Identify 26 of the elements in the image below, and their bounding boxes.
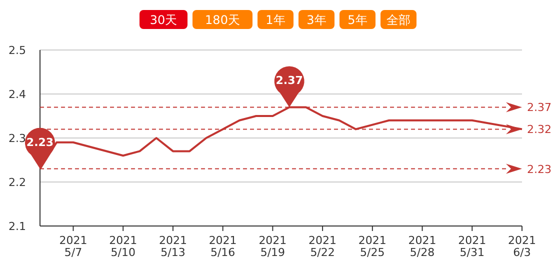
x-tick-label: 2021 6/3 xyxy=(508,234,536,259)
x-tick-label: 2021 5/25 xyxy=(358,234,386,259)
y-tick-label: 2.2 xyxy=(8,176,26,189)
x-tick-label: 2021 5/7 xyxy=(59,234,88,259)
x-tick-label: 2021 5/13 xyxy=(158,234,187,259)
y-tick-label: 2.5 xyxy=(8,44,26,57)
button: 5年 xyxy=(340,10,376,29)
x-tick-label: 2021 5/10 xyxy=(109,234,138,259)
y-tick-label: 2.3 xyxy=(8,132,26,145)
button: 3年 xyxy=(298,10,334,29)
x-tick-label: 2021 5/22 xyxy=(308,234,337,259)
x-tick-label: 2021 5/19 xyxy=(258,234,287,259)
annotation: 2.23 xyxy=(26,136,54,149)
button: 1年 xyxy=(258,10,294,29)
x-tick-label: 2021 5/28 xyxy=(408,234,436,259)
button: 30天 xyxy=(140,10,188,29)
ref-line-label: 2.32 xyxy=(527,123,552,136)
ref-line-label: 2.37 xyxy=(527,101,552,114)
x-tick-label: 2021 5/31 xyxy=(458,234,486,259)
button: 全部 xyxy=(380,10,416,29)
ref-line-label: 2.23 xyxy=(527,162,552,176)
x-tick-label: 2021 5/16 xyxy=(208,234,237,259)
annotation: 2.37 xyxy=(276,74,303,88)
y-tick-label: 2.1 xyxy=(8,220,26,233)
y-tick-label: 2.4 xyxy=(8,88,26,101)
button: 180天 xyxy=(192,10,252,29)
